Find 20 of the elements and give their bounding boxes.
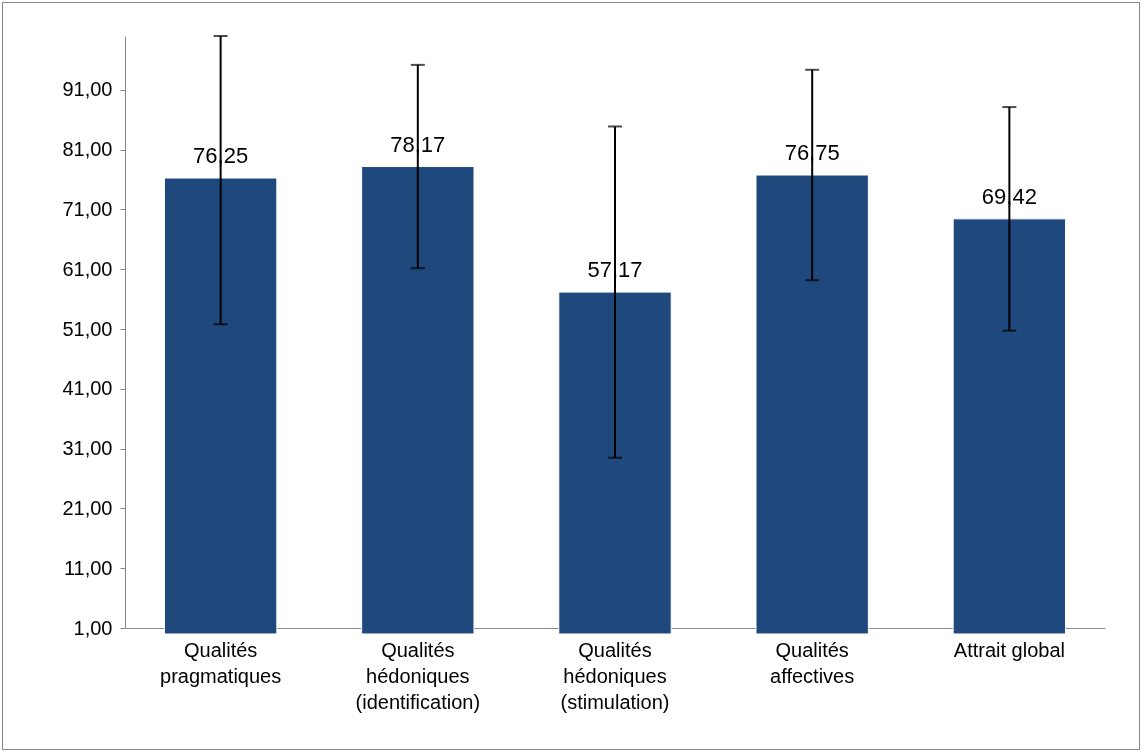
bar xyxy=(361,166,475,635)
y-tick-label: 11,00 xyxy=(63,556,113,579)
y-tick-label: 41,00 xyxy=(62,377,113,400)
x-tick-label: Qualités pragmatiques xyxy=(160,638,282,687)
bar xyxy=(755,174,869,635)
x-tick-label: Qualités affectives xyxy=(770,638,855,687)
bar xyxy=(558,291,672,635)
y-tick-label: 31,00 xyxy=(62,437,113,460)
bar xyxy=(163,177,278,635)
y-tick-label: 51,00 xyxy=(62,317,113,340)
y-tick-label: 81,00 xyxy=(62,138,113,161)
x-tick-label: Qualités hédoniques (stimulation) xyxy=(560,638,670,713)
y-tick-label: 91,00 xyxy=(62,78,113,101)
bar xyxy=(952,218,1067,635)
y-tick-label: 61,00 xyxy=(62,257,113,280)
y-tick-label: 71,00 xyxy=(62,197,113,220)
x-tick-label: Attrait global xyxy=(953,638,1065,661)
y-tick-label: 1,00 xyxy=(73,616,113,639)
y-tick-label: 21,00 xyxy=(62,496,113,519)
x-tick-label: Qualités hédoniques (identification) xyxy=(355,638,481,713)
